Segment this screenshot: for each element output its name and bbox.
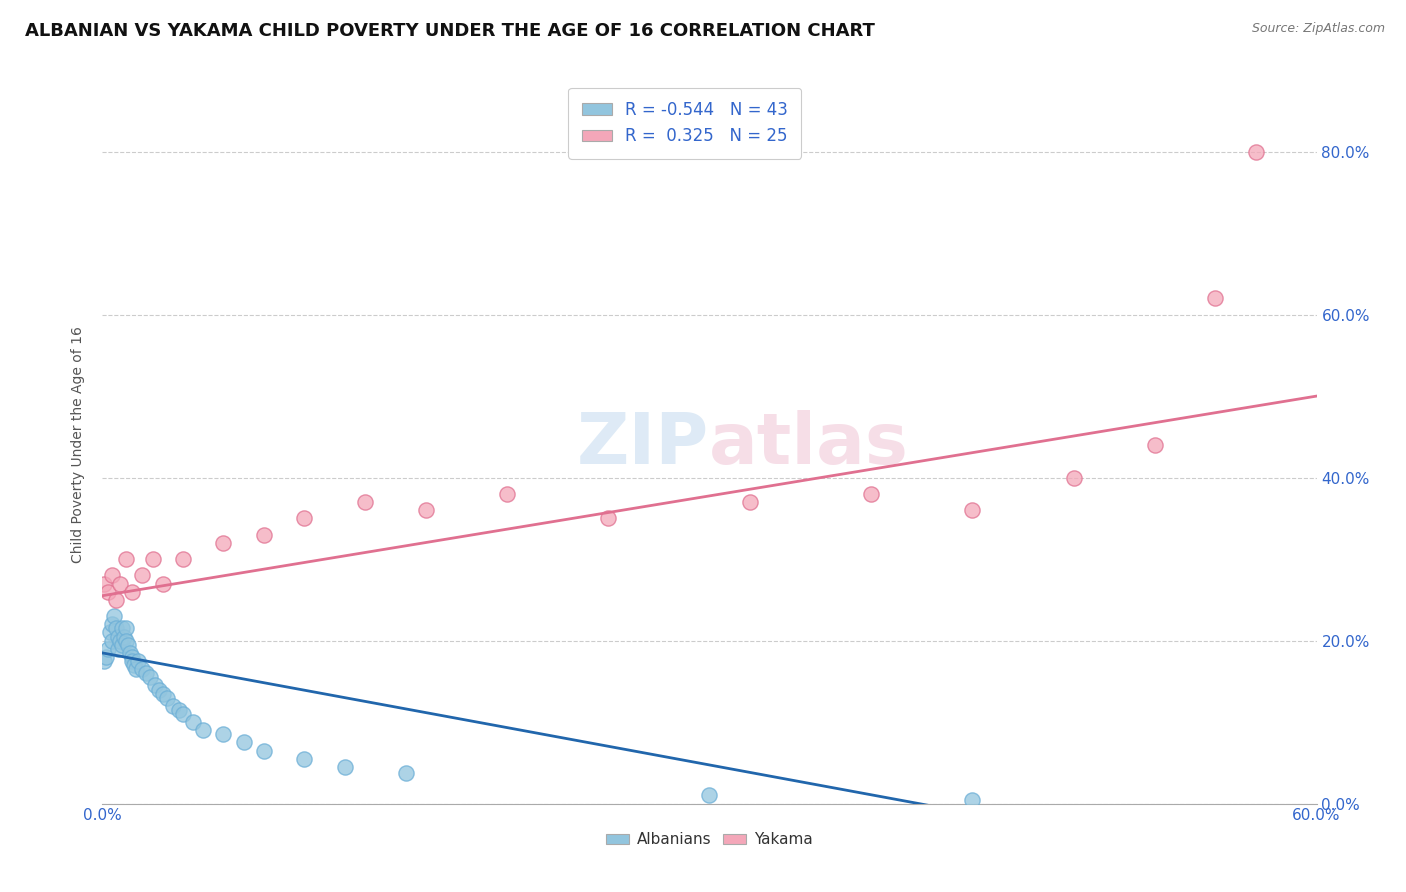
Point <box>495 487 517 501</box>
Point <box>111 621 134 635</box>
Point <box>212 536 235 550</box>
Point <box>121 649 143 664</box>
Point <box>143 678 166 692</box>
Point <box>167 703 190 717</box>
Point <box>394 765 416 780</box>
Point <box>1143 438 1166 452</box>
Point <box>121 584 143 599</box>
Point <box>98 625 121 640</box>
Point <box>97 584 120 599</box>
Point <box>1244 145 1267 159</box>
Point <box>115 552 138 566</box>
Point <box>738 495 761 509</box>
Point <box>111 638 134 652</box>
Point <box>101 568 124 582</box>
Point <box>148 682 170 697</box>
Point <box>156 690 179 705</box>
Legend: R = -0.544   N = 43, R =  0.325   N = 25: R = -0.544 N = 43, R = 0.325 N = 25 <box>568 87 801 159</box>
Point <box>107 630 129 644</box>
Point <box>120 646 142 660</box>
Point <box>292 752 315 766</box>
Point <box>962 503 984 517</box>
Point <box>127 654 149 668</box>
Point <box>191 723 214 738</box>
Point <box>1063 470 1085 484</box>
Point <box>697 789 720 803</box>
Point <box>212 727 235 741</box>
Point <box>97 641 120 656</box>
Point <box>860 487 883 501</box>
Point <box>172 552 194 566</box>
Point <box>105 592 128 607</box>
Point <box>125 662 148 676</box>
Point <box>292 511 315 525</box>
Text: Source: ZipAtlas.com: Source: ZipAtlas.com <box>1251 22 1385 36</box>
Point <box>94 649 117 664</box>
Point <box>131 568 153 582</box>
Point <box>152 687 174 701</box>
Text: atlas: atlas <box>709 410 910 480</box>
Point <box>121 654 143 668</box>
Y-axis label: Child Poverty Under the Age of 16: Child Poverty Under the Age of 16 <box>72 326 86 564</box>
Point <box>103 609 125 624</box>
Point <box>108 576 131 591</box>
Point <box>333 760 356 774</box>
Text: ALBANIAN VS YAKAMA CHILD POVERTY UNDER THE AGE OF 16 CORRELATION CHART: ALBANIAN VS YAKAMA CHILD POVERTY UNDER T… <box>25 22 875 40</box>
Point <box>115 633 138 648</box>
Point <box>117 638 139 652</box>
Point <box>232 735 254 749</box>
Point <box>962 792 984 806</box>
Point <box>101 617 124 632</box>
Point <box>101 633 124 648</box>
Point <box>115 621 138 635</box>
Point <box>152 576 174 591</box>
Point <box>596 511 619 525</box>
Point <box>172 706 194 721</box>
Point <box>253 744 276 758</box>
Point <box>415 503 437 517</box>
Point <box>107 641 129 656</box>
Point <box>131 662 153 676</box>
Point <box>108 633 131 648</box>
Point <box>162 698 184 713</box>
Point <box>124 658 146 673</box>
Point <box>135 666 157 681</box>
Text: ZIP: ZIP <box>576 410 709 480</box>
Point <box>354 495 377 509</box>
Point <box>1204 291 1226 305</box>
Point <box>141 552 163 566</box>
Point <box>93 576 115 591</box>
Point <box>139 670 162 684</box>
Point <box>105 621 128 635</box>
Point <box>112 630 135 644</box>
Point <box>253 527 276 541</box>
Point <box>181 715 204 730</box>
Point <box>93 654 115 668</box>
